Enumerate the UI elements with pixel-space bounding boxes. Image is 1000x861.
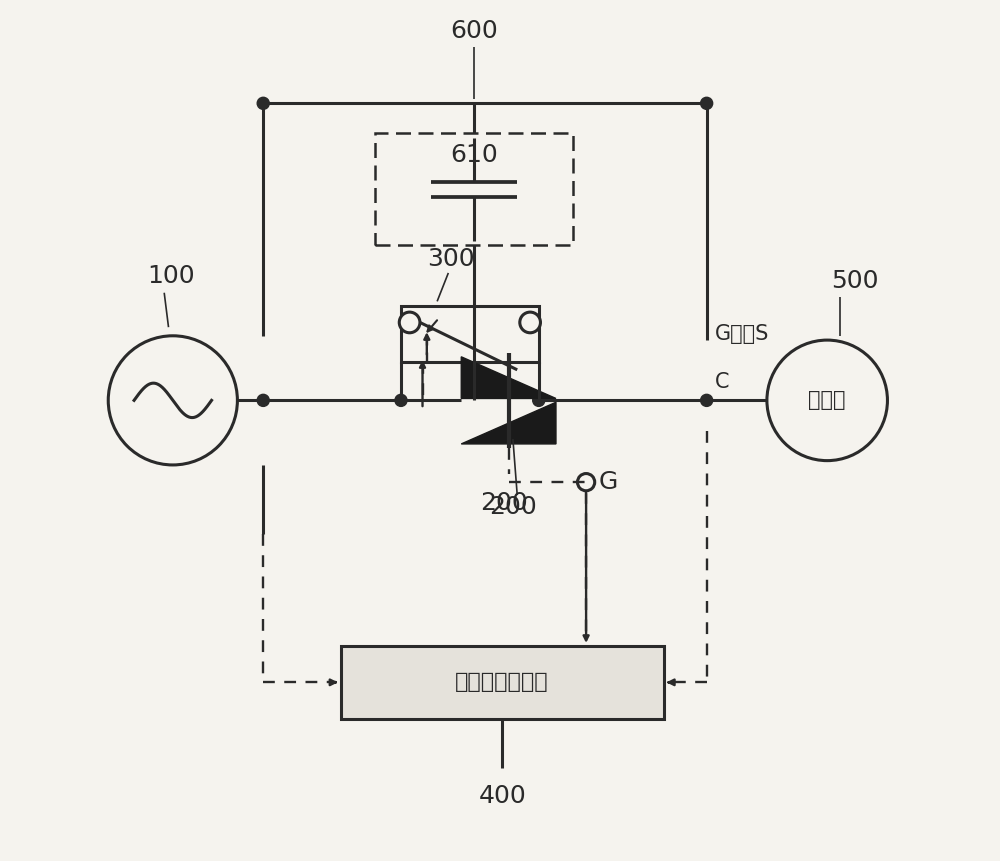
Circle shape	[399, 313, 420, 333]
Bar	[341, 646, 664, 719]
Text: 200: 200	[480, 491, 528, 515]
Text: 100: 100	[147, 264, 195, 288]
Bar	[401, 306, 539, 362]
Polygon shape	[461, 402, 556, 444]
Text: C: C	[715, 372, 730, 392]
Polygon shape	[461, 356, 556, 399]
Circle shape	[108, 336, 237, 465]
Circle shape	[395, 394, 407, 406]
Circle shape	[701, 97, 713, 109]
Text: 500: 500	[831, 269, 879, 293]
Text: G以及S: G以及S	[715, 325, 770, 344]
Circle shape	[257, 97, 269, 109]
Bar	[375, 133, 573, 245]
Circle shape	[533, 394, 545, 406]
Text: 压缩机控制单元: 压缩机控制单元	[455, 672, 549, 692]
Circle shape	[767, 340, 887, 461]
Text: G: G	[599, 470, 618, 494]
Circle shape	[257, 394, 269, 406]
Text: 400: 400	[478, 784, 526, 808]
Text: 610: 610	[450, 143, 498, 167]
Circle shape	[577, 474, 595, 491]
Circle shape	[520, 313, 540, 333]
Text: 200: 200	[489, 495, 537, 519]
Circle shape	[701, 394, 713, 406]
Text: 300: 300	[427, 247, 474, 271]
Text: 压缩机: 压缩机	[808, 390, 846, 411]
Text: 600: 600	[450, 19, 498, 43]
